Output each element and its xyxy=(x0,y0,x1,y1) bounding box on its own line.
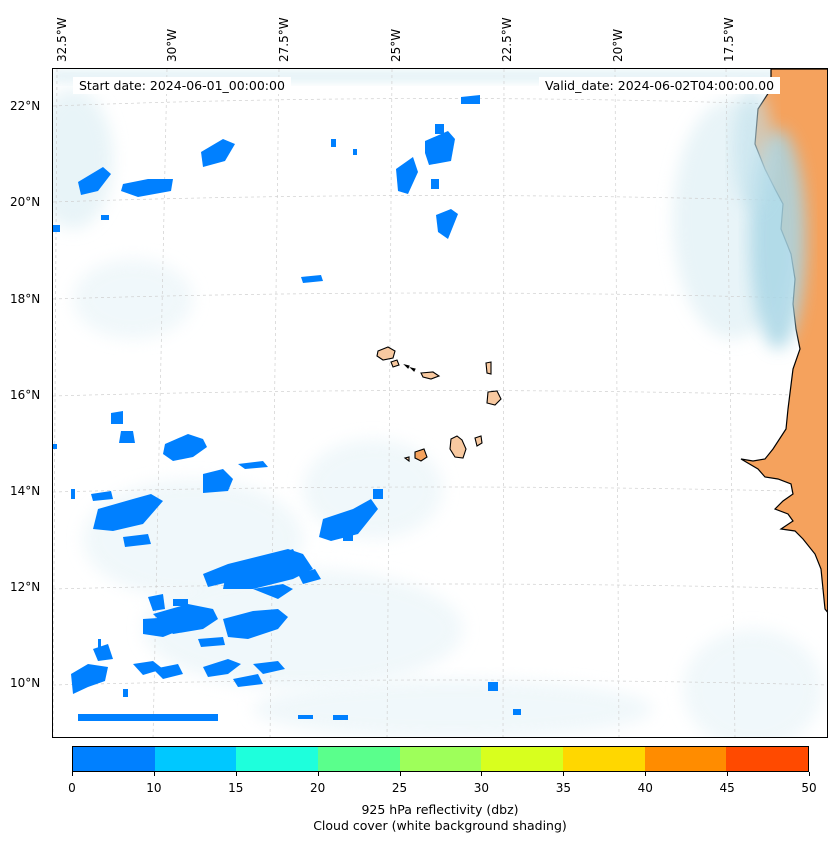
colorbar-tick-label: 30 xyxy=(473,781,490,795)
colorbar-segment xyxy=(481,747,564,771)
map-canvas xyxy=(53,69,827,737)
colorbar-tick-label: 40 xyxy=(637,781,653,795)
colorbar-segment xyxy=(644,747,727,771)
latitude-label: 14°N xyxy=(10,484,41,498)
reflectivity-echoes xyxy=(53,95,521,721)
valid-date-label: Valid_date: 2024-06-02T04:00:00.00 xyxy=(539,77,781,94)
longitude-label: 25°W xyxy=(389,28,403,62)
colorbar-segment xyxy=(318,747,400,771)
coastal-cloud-upper xyxy=(733,89,773,209)
latitude-label: 22°N xyxy=(10,99,41,113)
colorbar-segment xyxy=(154,747,237,771)
colorbar-tick-label: 20 xyxy=(310,781,326,795)
cape-verde-islands xyxy=(376,346,502,463)
colorbar-segment xyxy=(73,747,155,771)
colorbar-tick-mark xyxy=(727,772,729,776)
latitude-label: 12°N xyxy=(10,580,41,594)
longitude-label: 17.5°W xyxy=(722,17,736,62)
colorbar-tick-label: 45 xyxy=(719,781,735,795)
longitude-label: 20°W xyxy=(611,28,625,62)
colorbar-segment xyxy=(399,747,482,771)
colorbar-tick-mark xyxy=(399,772,401,776)
longitude-label: 32.5°W xyxy=(55,17,69,62)
colorbar-tick-mark xyxy=(317,772,319,776)
colorbar-label: 925 hPa reflectivity (dbz) xyxy=(361,802,519,817)
latitude-label: 16°N xyxy=(10,388,41,402)
colorbar-tick-mark xyxy=(235,772,237,776)
reflectivity-colorbar xyxy=(72,746,809,772)
colorbar-sublabel: Cloud cover (white background shading) xyxy=(313,818,567,833)
longitude-label: 22.5°W xyxy=(500,17,514,62)
colorbar-segment xyxy=(236,747,319,771)
colorbar-tick-mark xyxy=(809,772,810,776)
longitude-label: 27.5°W xyxy=(277,17,291,62)
colorbar-segment xyxy=(563,747,645,771)
colorbar-tick-label: 10 xyxy=(146,781,162,795)
colorbar-tick-label: 50 xyxy=(801,781,817,795)
start-date-label: Start date: 2024-06-01_00:00:00 xyxy=(73,77,291,94)
colorbar-tick-mark xyxy=(72,772,73,776)
latitude-label: 20°N xyxy=(10,195,41,209)
colorbar-tick-mark xyxy=(481,772,483,776)
colorbar-tick-label: 0 xyxy=(68,781,76,795)
colorbar-tick-mark xyxy=(563,772,565,776)
colorbar-tick-label: 35 xyxy=(555,781,571,795)
map-panel xyxy=(52,68,828,738)
colorbar-tick-label: 25 xyxy=(391,781,408,795)
cloud-cover-shading xyxy=(53,69,827,737)
latitude-label: 10°N xyxy=(10,676,41,690)
longitude-label: 30°W xyxy=(165,28,179,62)
latitude-label: 18°N xyxy=(10,292,41,306)
colorbar-tick-label: 15 xyxy=(228,781,244,795)
colorbar-segment xyxy=(726,747,809,771)
colorbar-tick-mark xyxy=(645,772,647,776)
colorbar-tick-mark xyxy=(153,772,155,776)
